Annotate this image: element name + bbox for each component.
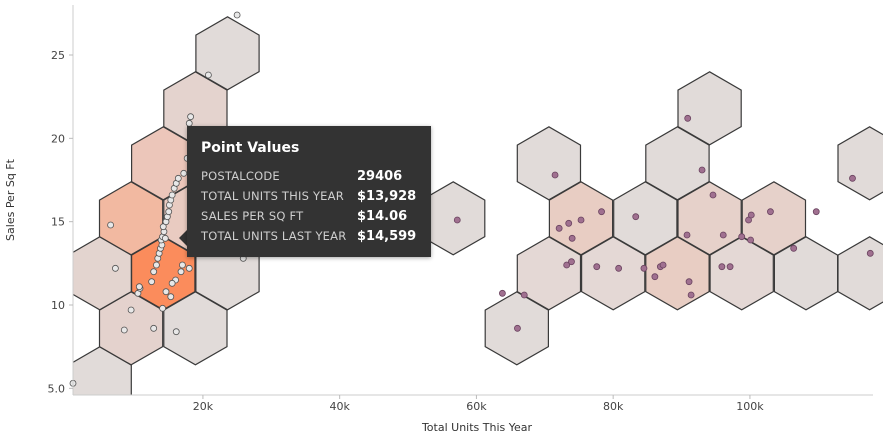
tooltip-title: Point Values [201,140,300,156]
data-point[interactable] [640,264,648,272]
highlighted-data-point[interactable] [107,221,115,229]
data-point[interactable] [514,324,521,332]
tooltip-row: SALES PER SQ FT $14.06 [201,206,417,226]
data-point[interactable] [709,191,717,199]
data-point[interactable] [577,216,585,224]
data-point[interactable] [747,236,755,244]
x-tick-label: 20k [193,400,214,413]
tooltip-key: TOTAL UNITS LAST YEAR [201,229,347,243]
tooltip-key: SALES PER SQ FT [201,209,304,223]
data-point[interactable] [685,278,693,286]
highlighted-data-point[interactable] [168,279,176,287]
highlighted-data-point[interactable] [159,304,166,312]
highlighted-data-point[interactable] [127,306,135,314]
tooltip-value: $13,928 [357,188,417,204]
highlighted-data-point[interactable] [111,264,119,272]
data-point[interactable] [568,258,575,266]
highlighted-data-point[interactable] [174,174,182,182]
data-point[interactable] [632,213,640,221]
data-point[interactable] [719,231,727,239]
data-point[interactable] [598,208,605,216]
highlighted-data-point[interactable] [161,234,169,242]
data-point[interactable] [687,291,695,299]
highlighted-data-point[interactable] [177,268,185,276]
highlighted-data-point[interactable] [179,261,186,269]
tooltip-key: TOTAL UNITS THIS YEAR [201,189,344,203]
data-points [69,11,874,387]
data-point[interactable] [568,234,576,242]
tooltip-pointer [179,230,187,246]
data-point[interactable] [565,219,573,227]
hex-bin[interactable] [677,71,742,146]
x-axis-ticks: 20k 40k 60k 80k 100k [193,395,764,413]
highlighted-data-point[interactable] [150,324,158,332]
data-point[interactable] [866,249,874,257]
tooltip-value: $14.06 [357,208,408,224]
y-tick-label: 25 [51,49,65,62]
tooltip-row: TOTAL UNITS LAST YEAR $14,599 [201,226,417,246]
y-tick-label: 10 [51,299,65,312]
data-point[interactable] [453,216,461,224]
y-tick-label: 5.0 [48,382,66,395]
highlighted-data-point[interactable] [172,328,180,336]
highlighted-data-point[interactable] [148,278,156,286]
tooltip-value: 29406 [357,168,403,184]
y-tick-label: 20 [51,132,65,145]
data-point[interactable] [551,171,559,179]
data-point[interactable] [520,291,528,299]
data-point[interactable] [563,261,571,269]
data-point[interactable] [790,244,798,252]
tooltip-key: POSTALCODE [201,169,280,183]
hex-bin[interactable] [837,236,883,311]
highlighted-data-point[interactable] [233,11,241,19]
x-tick-label: 60k [466,400,487,413]
hex-bin[interactable] [195,16,260,91]
data-point[interactable] [767,208,774,216]
data-point[interactable] [698,166,706,174]
data-point[interactable] [651,273,659,281]
hex-bin[interactable] [421,181,486,256]
data-point[interactable] [849,174,856,182]
hex-bin[interactable] [837,126,883,201]
highlighted-data-point[interactable] [120,326,128,334]
highlighted-data-point[interactable] [150,268,158,276]
y-tick-label: 15 [51,216,65,229]
y-axis-ticks: 5.0 10 15 20 25 [48,49,73,395]
data-point[interactable] [555,224,563,232]
x-tick-label: 40k [329,400,350,413]
highlighted-data-point[interactable] [168,191,176,199]
x-tick-label: 80k [603,400,624,413]
highlighted-data-point[interactable] [204,71,212,79]
data-point[interactable] [659,261,667,269]
data-point[interactable] [593,263,601,271]
highlighted-data-point[interactable] [180,169,188,177]
highlighted-data-point[interactable] [153,261,160,269]
x-axis-title: Total Units This Year [421,421,533,434]
point-values-tooltip: Point Values POSTALCODE 29406 TOTAL UNIT… [187,126,431,257]
highlighted-data-point[interactable] [167,293,175,301]
highlighted-data-point[interactable] [187,113,195,121]
data-point[interactable] [499,289,506,297]
data-point[interactable] [683,231,691,239]
highlighted-data-point[interactable] [135,283,143,291]
highlighted-data-point[interactable] [162,288,170,296]
data-point[interactable] [684,114,692,122]
data-point[interactable] [738,233,746,241]
highlighted-data-point[interactable] [165,208,173,216]
data-point[interactable] [812,208,820,216]
tooltip-row: TOTAL UNITS THIS YEAR $13,928 [201,186,417,206]
x-tick-label: 100k [736,400,764,413]
data-point[interactable] [718,263,726,271]
data-point[interactable] [615,264,623,272]
y-axis-title: Sales Per Sq Ft [4,158,17,241]
data-point[interactable] [726,263,734,271]
tooltip-row: POSTALCODE 29406 [201,166,417,186]
highlighted-data-point[interactable] [185,264,193,272]
tooltip-value: $14,599 [357,228,417,244]
data-point[interactable] [747,211,755,219]
